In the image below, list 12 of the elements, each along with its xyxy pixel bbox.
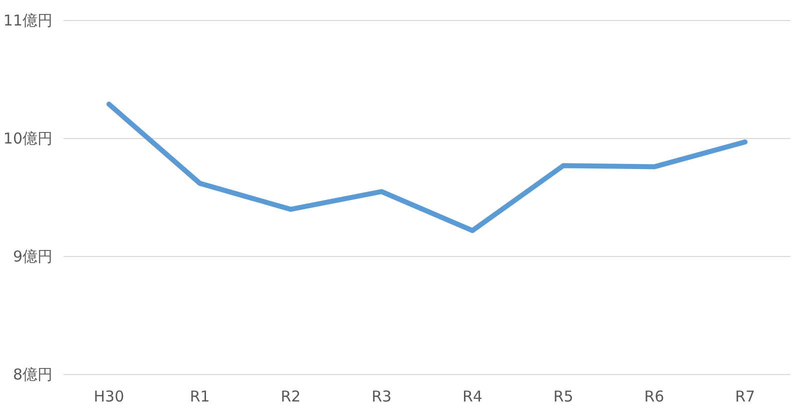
y-tick-label: 9億円 bbox=[12, 248, 53, 266]
x-tick-label: R4 bbox=[462, 388, 482, 406]
x-tick-label: R3 bbox=[372, 388, 392, 406]
y-tick-label: 8億円 bbox=[12, 366, 53, 384]
x-tick-label: R5 bbox=[553, 388, 574, 406]
x-tick-label: R7 bbox=[735, 388, 756, 406]
y-tick-label: 11億円 bbox=[3, 11, 53, 30]
x-tick-label: R2 bbox=[280, 388, 301, 406]
x-tick-label: H30 bbox=[94, 388, 124, 406]
x-tick-label: R6 bbox=[644, 388, 664, 406]
y-tick-label: 10億円 bbox=[3, 129, 53, 148]
x-tick-label: R1 bbox=[190, 388, 210, 406]
